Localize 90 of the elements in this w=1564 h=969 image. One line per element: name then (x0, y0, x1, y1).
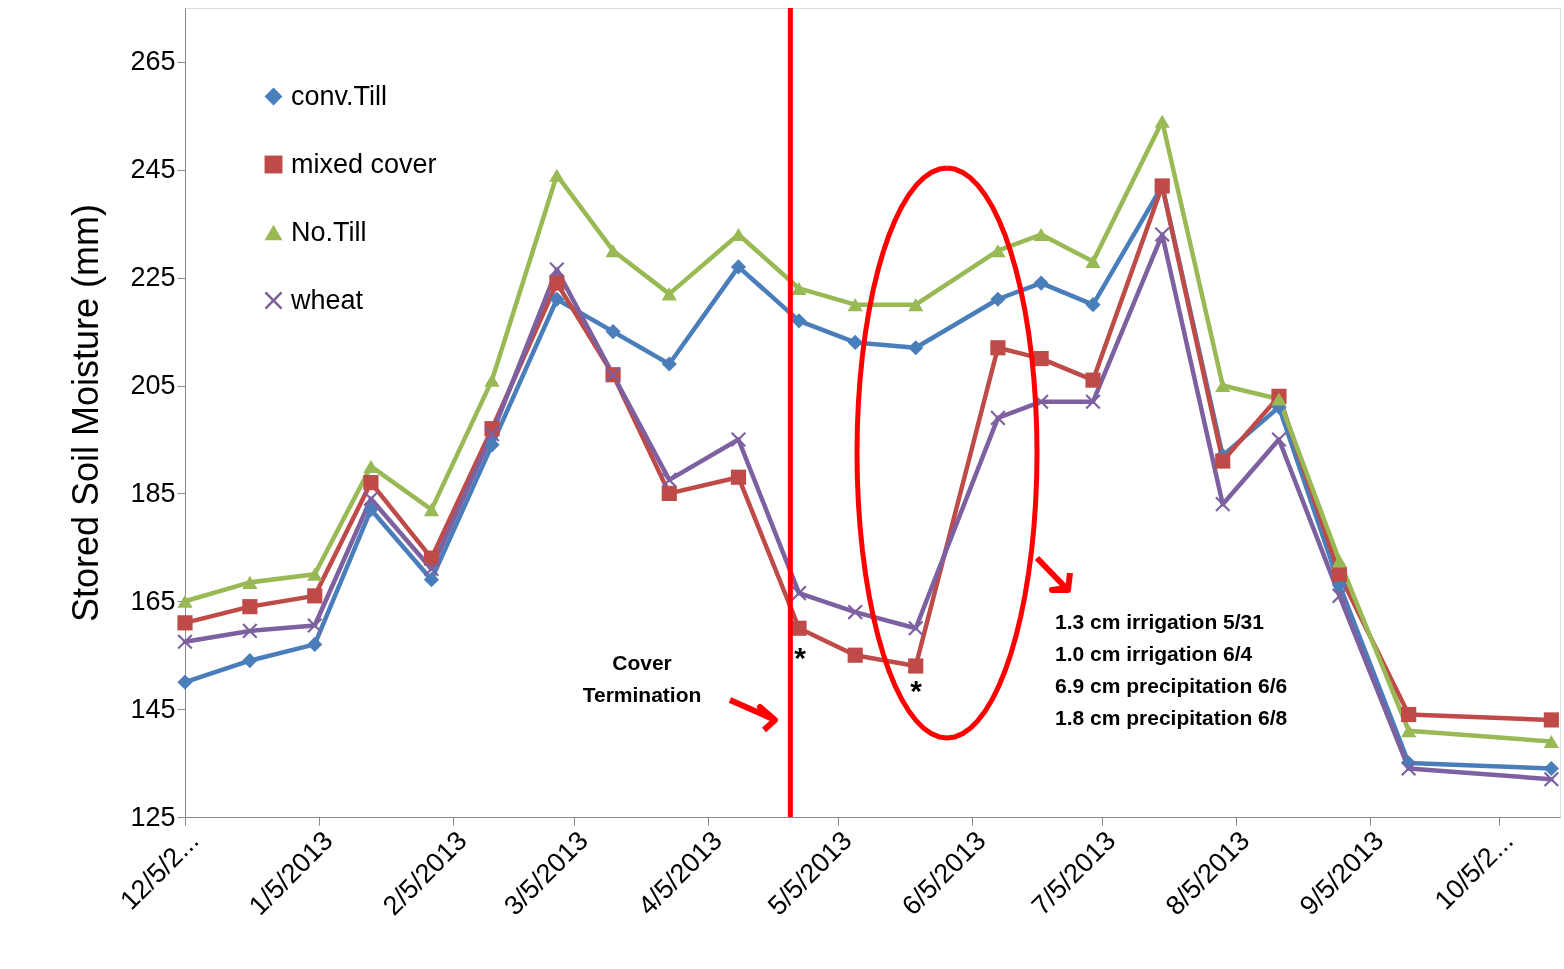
point (242, 623, 258, 639)
point (661, 356, 677, 372)
point (307, 567, 323, 581)
point (484, 437, 500, 453)
point (484, 373, 500, 387)
point (791, 585, 807, 601)
point (423, 503, 440, 517)
y-tick-label: 165 (130, 585, 176, 616)
point (1543, 712, 1559, 728)
point (1331, 566, 1348, 582)
point (1085, 372, 1101, 388)
annotation: * (910, 674, 923, 707)
legend-label: mixed cover (291, 148, 437, 179)
point (549, 291, 565, 307)
point (1033, 275, 1049, 291)
point (549, 275, 565, 291)
point (1331, 554, 1348, 568)
y-tick-label: 265 (130, 46, 176, 77)
point (177, 594, 193, 608)
legend-label: No.Till (291, 216, 367, 247)
point (1085, 297, 1101, 313)
point (177, 674, 193, 690)
annotation: 1.3 cm irrigation 5/31 1.0 cm irrigation 6/4 6.9 cm precipitation 6/6 1.8 cm precipitation 6/8 (1055, 610, 1288, 729)
point (730, 259, 747, 275)
point (791, 281, 807, 296)
point (1085, 394, 1101, 410)
point (1033, 350, 1049, 367)
point (908, 340, 924, 356)
point (242, 575, 258, 589)
point (1215, 453, 1231, 469)
point (363, 475, 379, 491)
point (363, 491, 379, 507)
point (1401, 724, 1417, 738)
y-tick-label: 225 (130, 262, 176, 293)
point (1401, 706, 1417, 723)
point (177, 615, 193, 631)
point (549, 168, 565, 182)
point (1215, 378, 1231, 393)
y-tick-label: 245 (130, 154, 176, 185)
y-tick-label: 145 (130, 693, 176, 724)
point (847, 298, 863, 312)
point (1401, 760, 1417, 777)
point (1033, 227, 1049, 242)
point (661, 287, 677, 301)
y-tick-label: 125 (130, 801, 176, 832)
point (484, 426, 500, 442)
point (1271, 431, 1287, 448)
point (908, 298, 924, 312)
point (847, 647, 863, 663)
point (990, 410, 1006, 426)
point (1154, 226, 1170, 243)
point (1085, 254, 1101, 269)
point (661, 472, 677, 488)
annotation: Cover Termination (582, 651, 702, 706)
point (242, 599, 258, 615)
legend-label: conv.Till (291, 80, 388, 111)
point (307, 636, 323, 652)
point (1215, 496, 1231, 512)
point (791, 313, 807, 329)
legend-label: wheat (290, 284, 364, 315)
point (908, 620, 924, 636)
point (605, 324, 621, 340)
point (1543, 760, 1559, 777)
point (847, 604, 863, 620)
point (1331, 588, 1348, 604)
y-axis-title: Stored Soil Moisture (mm) (65, 203, 107, 623)
y-tick-label: 205 (130, 370, 176, 401)
point (661, 485, 677, 501)
point (730, 431, 747, 448)
point (549, 261, 565, 278)
point (1271, 392, 1287, 406)
point (307, 588, 323, 604)
point (363, 502, 379, 518)
point (177, 634, 193, 650)
point (423, 561, 440, 577)
point (990, 340, 1006, 356)
annotation: * (794, 641, 807, 674)
point (242, 653, 258, 669)
point (847, 334, 863, 350)
point (1543, 734, 1559, 749)
point (1154, 114, 1170, 128)
y-tick-label: 185 (130, 477, 176, 508)
point (1543, 771, 1559, 787)
point (730, 469, 747, 485)
point (423, 572, 440, 588)
point (990, 291, 1006, 307)
point (990, 244, 1006, 258)
point (307, 617, 323, 634)
point (908, 658, 924, 674)
point (605, 244, 621, 258)
